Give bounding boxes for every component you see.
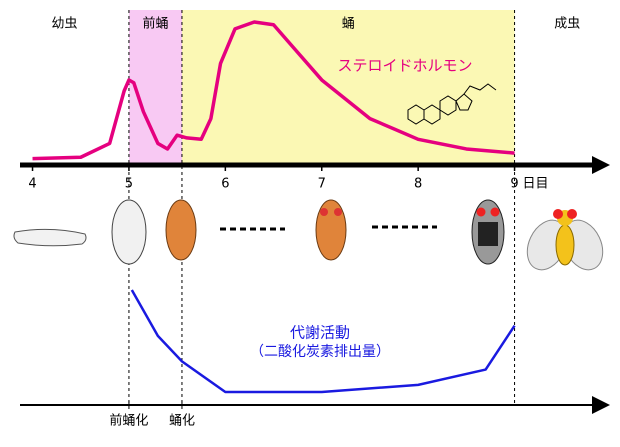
- x-tick-label: 8: [414, 177, 422, 192]
- molecule: [407, 83, 497, 125]
- stage-label: 幼虫: [51, 17, 77, 32]
- larva: [13, 228, 87, 247]
- stage-label: 前蛹: [142, 16, 168, 32]
- series-line: [32, 20, 515, 161]
- x-tick-label: 7: [318, 177, 326, 192]
- x-unit: 日目: [523, 177, 549, 192]
- annotation: （二酸化炭素排出量）: [250, 344, 390, 360]
- series-line: [130, 289, 516, 394]
- stage-label: 蛹: [342, 17, 355, 32]
- series-label: 代謝活動: [290, 324, 350, 342]
- eye: [476, 207, 486, 217]
- eye: [334, 208, 342, 216]
- pupa: [315, 199, 347, 261]
- eye: [567, 209, 577, 219]
- eye: [553, 209, 563, 219]
- x-tick-label: 5: [125, 177, 133, 192]
- pupa: [165, 199, 197, 261]
- fly-body: [555, 224, 575, 266]
- event-label: 前蛹化: [109, 413, 148, 429]
- stage-region: [181, 10, 515, 165]
- eye: [490, 207, 500, 217]
- prepupa: [111, 199, 147, 265]
- x-tick-label: 6: [221, 177, 229, 192]
- background: [128, 10, 516, 405]
- series-label: ステロイドホルモン: [337, 57, 472, 75]
- x-axis-head: [592, 156, 610, 174]
- illustrations: [13, 83, 604, 271]
- x-tick-label: 9: [510, 177, 518, 192]
- x-axis-2-head: [592, 396, 610, 414]
- event-label: 蛹化: [169, 414, 195, 429]
- pupa-wings: [478, 222, 498, 246]
- stage-label: 成虫: [554, 17, 580, 32]
- x-tick-label: 4: [28, 177, 36, 192]
- eye: [320, 208, 328, 216]
